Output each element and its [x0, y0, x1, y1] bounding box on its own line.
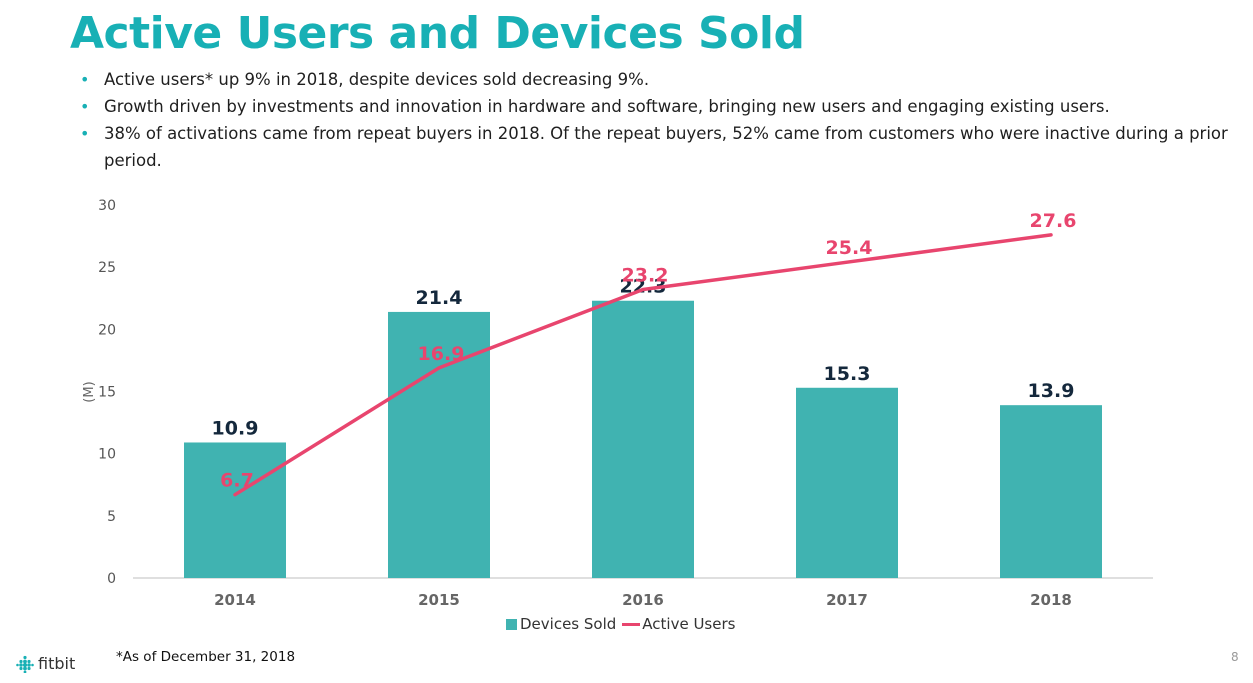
- series-line-active-users: [233, 233, 1053, 497]
- bar-devices-sold: [1000, 405, 1102, 578]
- line-data-label: 27.6: [1030, 210, 1077, 232]
- x-tick-label: 2018: [1030, 591, 1072, 609]
- bullet-list: • Active users* up 9% in 2018, despite de…: [80, 66, 1245, 174]
- bullet-dot-icon: •: [80, 70, 90, 89]
- line-data-label: 16.9: [418, 343, 465, 365]
- legend-bar-swatch: [506, 618, 517, 630]
- line-data-label: 25.4: [826, 237, 873, 259]
- y-tick-label: 30: [98, 198, 116, 214]
- bullet-item: • 38% of activations came from repeat buy…: [80, 120, 1245, 174]
- x-tick-label: 2014: [214, 591, 256, 609]
- y-tick-label: 25: [98, 260, 116, 276]
- y-tick-label: 0: [107, 571, 116, 587]
- x-tick-label: 2016: [622, 591, 664, 609]
- legend-label: Devices Sold: [520, 615, 617, 633]
- bullet-text: Active users* up 9% in 2018, despite dev…: [104, 70, 650, 89]
- bar-data-label: 13.9: [1028, 380, 1075, 402]
- y-tick-label: 10: [98, 447, 116, 463]
- chart-legend: Devices Sold Active Users: [506, 615, 741, 633]
- bar-devices-sold: [184, 442, 286, 578]
- x-tick-label: 2015: [418, 591, 460, 609]
- legend-line-swatch: [622, 622, 641, 626]
- y-tick-label: 15: [98, 385, 116, 401]
- legend-item-devices-sold: Devices Sold: [506, 615, 616, 633]
- logo-wordmark: fitbit: [38, 654, 76, 673]
- bar-data-label: 21.4: [416, 287, 463, 309]
- x-tick-label: 2017: [826, 591, 868, 609]
- y-axis-label: (M): [82, 381, 97, 402]
- bullet-item: • Growth driven by investments and innova…: [80, 93, 1245, 120]
- bullet-item: • Active users* up 9% in 2018, despite de…: [80, 66, 1245, 93]
- footnote: *As of December 31, 2018: [116, 649, 296, 665]
- combo-chart: 051015202530(M)10.921.422.315.313.96.716…: [82, 198, 1153, 609]
- slide-title: Active Users and Devices Sold: [70, 8, 805, 59]
- fitbit-dots-icon: [16, 655, 34, 673]
- bar-devices-sold: [796, 387, 898, 578]
- bullet-dot-icon: •: [80, 124, 90, 143]
- line-data-label: 6.7: [220, 470, 254, 492]
- line-data-label: 23.2: [622, 265, 669, 287]
- fitbit-logo: fitbit: [16, 654, 75, 673]
- bullet-dot-icon: •: [80, 97, 90, 116]
- legend-label: Active Users: [642, 615, 736, 633]
- y-tick-label: 5: [107, 509, 116, 525]
- y-tick-label: 20: [98, 322, 116, 338]
- bullet-text: Growth driven by investments and innovat…: [104, 97, 1110, 116]
- bar-data-label: 10.9: [212, 417, 259, 439]
- bar-devices-sold: [592, 300, 694, 578]
- bar-data-label: 15.3: [824, 363, 871, 385]
- page-number: 8: [1231, 650, 1239, 664]
- bullet-text: 38% of activations came from repeat buye…: [104, 124, 1228, 170]
- legend-item-active-users: Active Users: [622, 615, 735, 633]
